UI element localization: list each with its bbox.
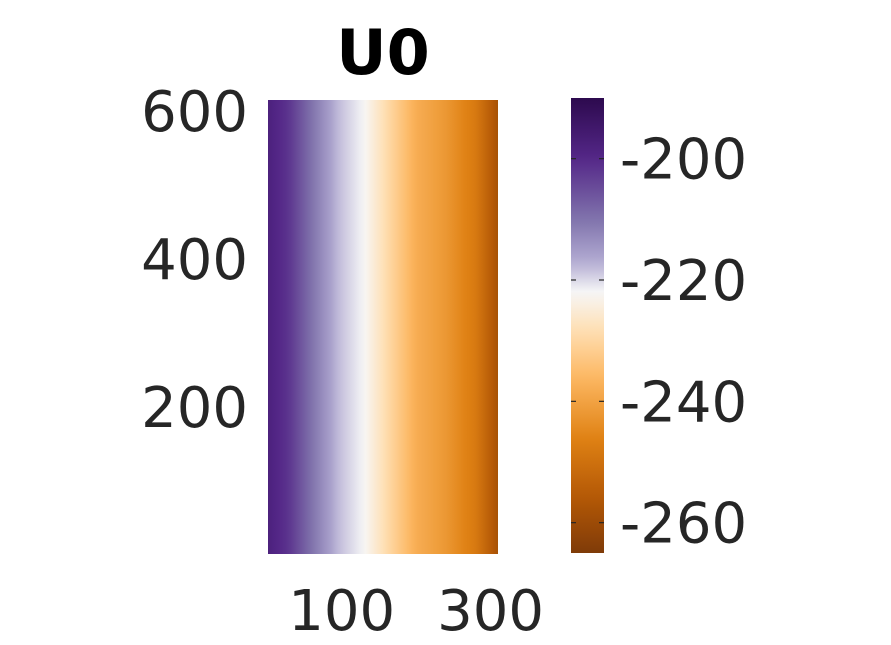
x-tick-label: 100 bbox=[288, 579, 395, 644]
heatmap-area bbox=[268, 100, 498, 554]
y-tick-label: 600 bbox=[141, 80, 248, 145]
x-tick-label: 300 bbox=[437, 579, 544, 644]
y-axis-ticks: 200 400 600 bbox=[141, 80, 248, 441]
x-axis-ticks: 100 300 bbox=[288, 579, 544, 644]
colorbar: -200 -220 -240 -260 bbox=[571, 98, 747, 557]
colorbar-ticks: -200 -220 -240 -260 bbox=[571, 128, 747, 557]
colorbar-body bbox=[571, 98, 604, 553]
chart-title: U0 bbox=[336, 16, 429, 89]
colorbar-tick-label: -220 bbox=[620, 249, 747, 314]
y-tick-label: 400 bbox=[141, 228, 248, 293]
colorbar-tick-label: -240 bbox=[620, 370, 747, 435]
colorbar-tick-label: -200 bbox=[620, 128, 747, 193]
heatmap-field bbox=[268, 100, 498, 554]
colorbar-tick-label: -260 bbox=[620, 492, 747, 557]
y-tick-label: 200 bbox=[141, 376, 248, 441]
